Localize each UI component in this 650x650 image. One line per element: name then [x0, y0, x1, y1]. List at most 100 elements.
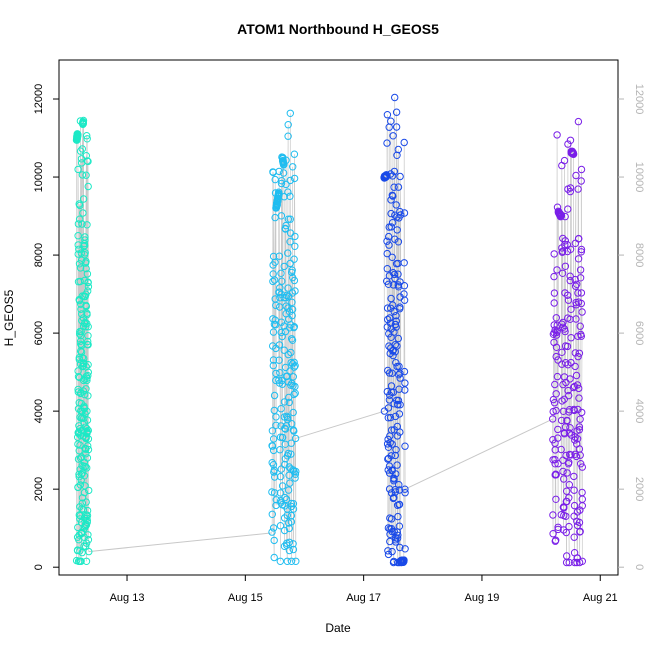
data-point — [559, 467, 567, 476]
data-point — [84, 278, 92, 286]
data-point — [570, 406, 578, 415]
data-point — [394, 334, 402, 343]
data-point — [79, 209, 87, 217]
data-point — [284, 486, 293, 494]
data-point — [83, 416, 92, 424]
data-point — [84, 332, 92, 340]
data-point — [384, 404, 393, 412]
data-point — [391, 488, 400, 496]
data-point — [565, 522, 573, 531]
data-point — [286, 192, 294, 201]
data-point — [81, 462, 90, 471]
data-point — [575, 384, 583, 393]
data-point — [290, 174, 299, 183]
data-point — [278, 277, 286, 285]
data-point — [564, 140, 572, 148]
data-point — [272, 301, 280, 310]
data-point — [552, 331, 561, 339]
data-point — [383, 265, 391, 273]
data-point — [563, 487, 571, 495]
y-right-tick-label: 6000 — [633, 321, 645, 345]
data-point — [390, 167, 399, 176]
data-point — [558, 348, 566, 356]
data-point — [394, 401, 402, 409]
data-point — [577, 248, 585, 256]
data-point — [270, 406, 278, 415]
data-point — [82, 323, 90, 331]
data-point — [287, 348, 295, 357]
data-point — [389, 281, 398, 289]
data-point — [281, 327, 290, 336]
data-point — [560, 475, 568, 483]
data-point — [576, 451, 584, 459]
data-point — [566, 375, 574, 383]
data-point — [400, 138, 408, 147]
data-point — [387, 294, 395, 303]
data-point — [390, 307, 398, 316]
data-point — [387, 223, 395, 231]
x-tick-label: Aug 13 — [110, 592, 145, 604]
data-point — [277, 179, 286, 188]
y-right-tick-label: 8000 — [633, 243, 645, 267]
data-point — [573, 508, 582, 516]
data-point — [83, 511, 92, 520]
data-point — [83, 221, 91, 229]
data-point — [577, 165, 586, 174]
data-point — [291, 362, 299, 370]
data-point — [291, 242, 299, 251]
data-point — [387, 209, 395, 218]
data-point — [291, 389, 299, 397]
data-point — [560, 395, 568, 403]
data-point — [574, 289, 582, 297]
data-point — [554, 434, 562, 442]
data-point — [563, 552, 571, 560]
data-point — [400, 209, 409, 217]
data-point — [388, 253, 396, 261]
data-point — [400, 557, 408, 565]
data-point — [288, 289, 297, 297]
data-point — [290, 255, 298, 263]
data-point — [277, 269, 285, 277]
data-point — [80, 472, 89, 480]
y-tick-label: 8000 — [33, 243, 45, 267]
data-point — [82, 302, 91, 311]
data-point — [275, 167, 283, 176]
data-point — [388, 440, 396, 448]
data-point — [578, 408, 586, 417]
data-point — [401, 489, 409, 497]
data-point — [291, 232, 299, 241]
data-point — [285, 393, 293, 402]
data-point — [389, 192, 397, 200]
data-point — [277, 328, 285, 337]
y-tick-label: 0 — [33, 564, 45, 570]
data-point — [577, 177, 585, 185]
data-point — [78, 220, 86, 228]
data-point — [76, 515, 84, 523]
data-point — [77, 332, 85, 340]
data-point — [383, 139, 391, 147]
data-point — [573, 558, 581, 567]
data-point — [578, 308, 586, 316]
data-point — [552, 390, 560, 398]
data-point — [275, 341, 284, 349]
data-point — [561, 212, 569, 221]
data-point — [385, 396, 394, 404]
y-right-tick-label: 10000 — [633, 162, 645, 193]
data-point — [391, 486, 399, 494]
data-point — [550, 272, 558, 281]
data-point — [384, 280, 393, 288]
data-point — [284, 215, 293, 223]
data-point — [396, 401, 404, 409]
data-point — [386, 314, 394, 322]
data-point — [79, 116, 88, 125]
data-point — [577, 289, 586, 297]
data-point — [569, 150, 578, 158]
data-point — [572, 452, 581, 461]
data-point — [84, 426, 93, 435]
data-point — [272, 421, 280, 429]
data-point — [396, 172, 404, 181]
data-point — [83, 516, 92, 525]
data-point — [571, 282, 580, 290]
data-point — [561, 241, 569, 249]
data-point — [269, 277, 277, 286]
